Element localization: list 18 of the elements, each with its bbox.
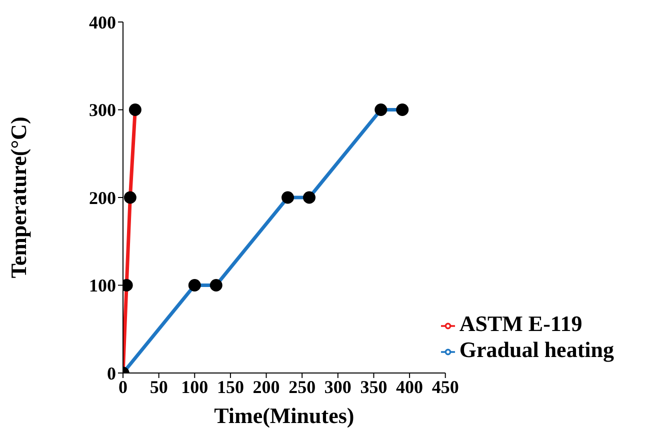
x-tick-label: 150 xyxy=(216,376,244,397)
legend-label: Gradual heating xyxy=(459,337,614,362)
y-tick-label: 100 xyxy=(89,276,116,296)
x-tick-label: 100 xyxy=(181,376,208,397)
y-tick-label: 400 xyxy=(89,12,116,32)
x-axis-title: Time(Minutes) xyxy=(214,403,354,428)
y-tick-label: 300 xyxy=(89,100,116,120)
y-axis-title: Temperature(°C) xyxy=(6,116,31,278)
x-tick-label: 400 xyxy=(396,376,424,397)
x-tick-label: 350 xyxy=(360,376,388,397)
x-tick-label: 200 xyxy=(252,376,280,397)
x-tick-label: 250 xyxy=(288,376,316,397)
y-tick-label: 200 xyxy=(89,188,116,208)
x-tick-label: 450 xyxy=(432,376,459,397)
x-tick-label: 50 xyxy=(150,376,168,397)
x-tick-label: 300 xyxy=(324,376,352,397)
y-tick-label: 0 xyxy=(107,363,116,384)
legend-label: ASTM E-119 xyxy=(459,311,582,336)
